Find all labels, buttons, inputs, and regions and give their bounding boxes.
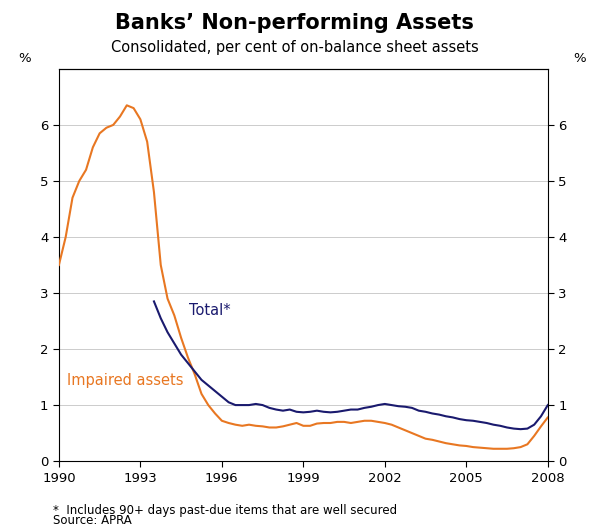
Text: Impaired assets: Impaired assets <box>67 373 184 388</box>
Text: Total*: Total* <box>189 303 231 318</box>
Text: %: % <box>18 52 31 65</box>
Text: *  Includes 90+ days past-due items that are well secured: * Includes 90+ days past-due items that … <box>53 504 397 517</box>
Text: Source: APRA: Source: APRA <box>53 514 132 527</box>
Text: Banks’ Non-performing Assets: Banks’ Non-performing Assets <box>115 13 474 33</box>
Text: Consolidated, per cent of on-balance sheet assets: Consolidated, per cent of on-balance she… <box>111 40 478 55</box>
Text: %: % <box>573 52 586 65</box>
